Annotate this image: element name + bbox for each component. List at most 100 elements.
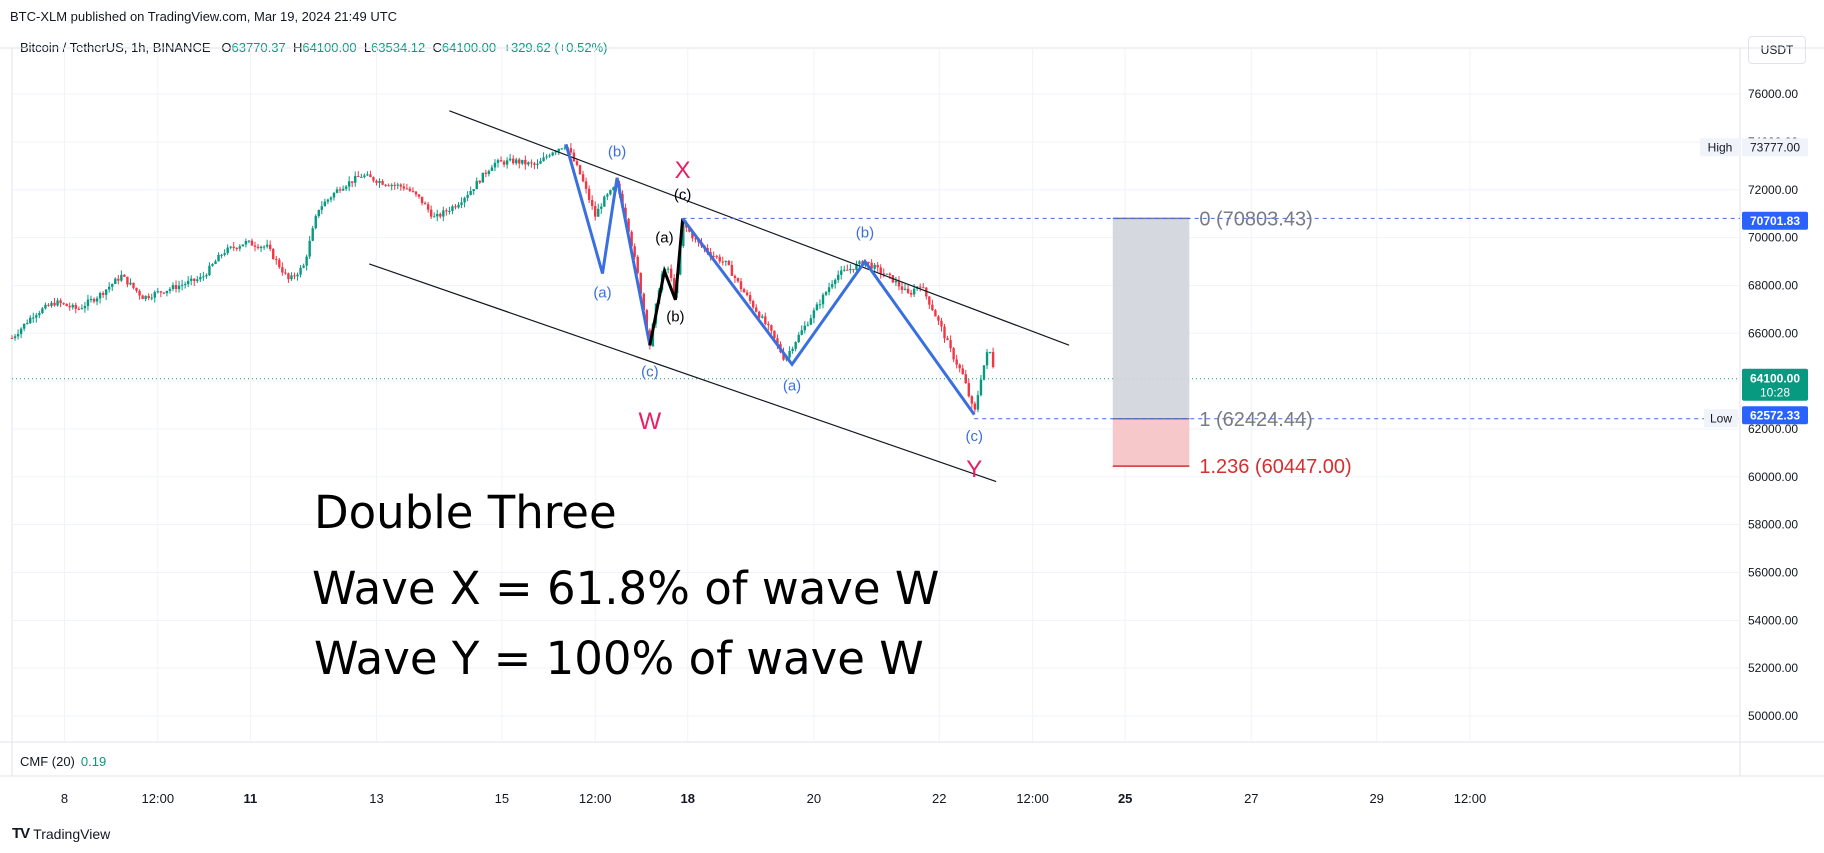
candle-body (120, 274, 123, 281)
candle-body (92, 299, 96, 302)
tradingview-logo-icon: TV (12, 825, 30, 842)
candle-body (952, 348, 955, 360)
cmf-legend[interactable]: CMF (20) 0.19 (20, 754, 106, 769)
candle-body (95, 298, 99, 302)
candle-body (521, 159, 524, 164)
candle-body (114, 278, 117, 285)
candle-body (754, 307, 758, 312)
candle-body (241, 244, 245, 247)
x-tick-label: 12:00 (579, 791, 612, 806)
wave-label: (b) (856, 225, 874, 242)
candle-body (287, 273, 290, 280)
candle-body (782, 352, 785, 360)
x-tick-label: 12:00 (1016, 791, 1049, 806)
candle-body (912, 288, 916, 295)
candle-body (669, 268, 673, 279)
x-tick-label: 27 (1244, 791, 1258, 806)
candle-body (885, 273, 888, 275)
fib-zone-grey (1112, 218, 1190, 419)
candle-body (985, 352, 989, 366)
candle-body (490, 167, 494, 171)
wave-label: (c) (674, 186, 692, 203)
candle-body (65, 303, 68, 307)
candle-body (168, 289, 172, 291)
candle-body (190, 278, 193, 281)
candle-body (275, 259, 278, 261)
candle-body (372, 177, 375, 181)
y-tick-label: 70000.00 (1748, 231, 1798, 245)
candle-body (162, 292, 166, 294)
candle-body (925, 287, 928, 297)
candle-body (308, 240, 311, 257)
candle-body (627, 218, 630, 232)
candle-body (493, 162, 497, 168)
candle-body (600, 206, 603, 209)
candle-body (597, 208, 600, 217)
candle-body (369, 174, 372, 178)
fib-price-tag-bg (1742, 211, 1808, 230)
high-value-label: 73777.00 (1750, 140, 1800, 154)
channel-lower-line (369, 263, 997, 483)
candle-body (909, 292, 913, 295)
wave-label: (a) (593, 284, 611, 301)
candle-body (25, 323, 29, 325)
candle-body (639, 272, 642, 294)
candle-body (852, 268, 855, 270)
candle-body (335, 189, 339, 193)
candle-body (867, 261, 870, 263)
candle-body (815, 304, 819, 311)
candle-body (381, 180, 384, 185)
candle-body (244, 241, 248, 245)
candle-body (837, 274, 840, 280)
candle-body (849, 268, 852, 271)
candle-body (417, 194, 421, 197)
candle-body (946, 338, 949, 341)
candle-body (612, 187, 615, 191)
candle-body (296, 274, 299, 277)
candle-body (979, 379, 983, 396)
candle-body (906, 288, 910, 293)
candle-body (873, 264, 876, 269)
candle-body (827, 287, 831, 293)
candle-body (515, 159, 518, 164)
candle-body (578, 165, 582, 175)
candle-body (949, 340, 952, 349)
candle-body (475, 180, 478, 190)
candle-body (211, 264, 214, 266)
candle-body (642, 293, 645, 310)
candle-body (955, 359, 958, 365)
candle-body (830, 284, 834, 288)
candle-body (770, 325, 773, 331)
candle-body (472, 189, 475, 192)
candle-body (329, 197, 333, 200)
wave-label: (a) (783, 378, 801, 395)
candle-body (824, 292, 828, 295)
candle-body (922, 287, 925, 289)
candle-body (858, 261, 861, 265)
candle-body (323, 201, 327, 207)
candle-body (937, 316, 940, 321)
candle-body (982, 365, 986, 380)
candle-body (272, 249, 275, 260)
candle-body (22, 323, 26, 329)
wave-line (648, 218, 685, 346)
candle-body (360, 176, 363, 178)
candle-body (739, 281, 743, 290)
candle-body (454, 206, 457, 208)
candle-body (803, 325, 806, 331)
candle-body (363, 175, 366, 177)
candle-body (970, 396, 974, 404)
candle-body (68, 306, 71, 308)
candle-body (19, 328, 23, 335)
candle-body (572, 152, 576, 162)
candle-body (758, 311, 761, 318)
candle-body (487, 170, 491, 174)
currency-button[interactable]: USDT (1748, 36, 1806, 64)
candle-body (633, 246, 636, 257)
candle-body (715, 256, 718, 258)
candle-body (560, 148, 563, 150)
candle-body (794, 342, 797, 349)
candle-body (80, 308, 84, 310)
candle-body (991, 352, 995, 368)
